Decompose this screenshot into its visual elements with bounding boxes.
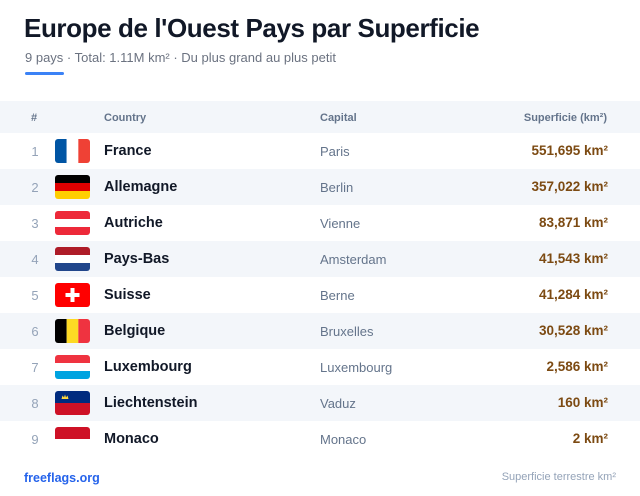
countries-table: # Country Capital Superficie (km²) 1 Fra…: [0, 101, 640, 457]
row-capital: Monaco: [320, 432, 367, 447]
table-row: 6 Belgique Bruxelles 30,528 km²: [0, 313, 640, 349]
column-header-area: Superficie (km²): [523, 112, 607, 124]
table-header-row: # Country Capital Superficie (km²): [0, 101, 640, 133]
column-header-country: Country: [104, 112, 147, 124]
row-capital: Bruxelles: [320, 324, 374, 339]
france-flag-icon: [55, 139, 90, 163]
row-capital: Berne: [320, 288, 355, 303]
page-header: Europe de l'Ouest Pays par Superficie 9 …: [0, 0, 640, 100]
row-rank: 1: [31, 144, 39, 159]
footer-note: Superficie terrestre km²: [501, 471, 616, 483]
row-area: 2,586 km²: [546, 359, 608, 374]
austria-flag-icon: [55, 211, 90, 235]
table-row: 1 France Paris 551,695 km²: [0, 133, 640, 169]
row-country: Monaco: [104, 431, 159, 447]
column-header-rank: #: [31, 112, 38, 124]
table-row: 8 Liechtenstein Vaduz 160 km²: [0, 385, 640, 421]
title-accent-bar: [25, 72, 64, 75]
page-title: Europe de l'Ouest Pays par Superficie: [24, 13, 480, 43]
row-rank: 7: [31, 360, 39, 375]
switzerland-flag-icon: [55, 283, 90, 307]
table-row: 9 Monaco Monaco 2 km²: [0, 421, 640, 457]
row-country: Suisse: [104, 287, 151, 303]
row-capital: Berlin: [320, 180, 354, 195]
row-area: 551,695 km²: [531, 143, 608, 158]
table-row: 7 Luxembourg Luxembourg 2,586 km²: [0, 349, 640, 385]
row-area: 160 km²: [557, 395, 608, 410]
row-rank: 3: [31, 216, 39, 231]
row-capital: Vienne: [320, 216, 361, 231]
row-area: 2 km²: [572, 431, 608, 446]
column-header-capital: Capital: [320, 112, 357, 124]
row-country: Belgique: [104, 323, 166, 339]
liechtenstein-flag-icon: [55, 391, 90, 415]
page-subtitle: 9 pays · Total: 1.11M km² · Du plus gran…: [25, 50, 336, 65]
row-capital: Paris: [320, 144, 350, 159]
row-country: Liechtenstein: [104, 395, 198, 411]
row-country: Allemagne: [104, 179, 178, 195]
row-area: 41,284 km²: [538, 287, 608, 302]
row-country: Autriche: [104, 215, 163, 231]
row-area: 41,543 km²: [538, 251, 608, 266]
source-link[interactable]: freeflags.org: [24, 471, 100, 485]
row-capital: Luxembourg: [320, 360, 393, 375]
table-row: 2 Allemagne Berlin 357,022 km²: [0, 169, 640, 205]
row-area: 357,022 km²: [531, 179, 608, 194]
page-footer: freeflags.org Superficie terrestre km²: [0, 456, 640, 496]
row-rank: 8: [31, 396, 39, 411]
table-row: 3 Autriche Vienne 83,871 km²: [0, 205, 640, 241]
row-area: 83,871 km²: [538, 215, 608, 230]
row-capital: Amsterdam: [320, 252, 387, 267]
row-rank: 6: [31, 324, 39, 339]
belgium-flag-icon: [55, 319, 90, 343]
row-country: Pays-Bas: [104, 251, 170, 267]
netherlands-flag-icon: [55, 247, 90, 271]
row-rank: 4: [31, 252, 39, 267]
table-row: 5 Suisse Berne 41,284 km²: [0, 277, 640, 313]
row-rank: 2: [31, 180, 39, 195]
row-rank: 5: [31, 288, 39, 303]
monaco-flag-icon: [55, 427, 90, 451]
table-row: 4 Pays-Bas Amsterdam 41,543 km²: [0, 241, 640, 277]
row-country: France: [104, 143, 152, 159]
row-area: 30,528 km²: [538, 323, 608, 338]
luxembourg-flag-icon: [55, 355, 90, 379]
germany-flag-icon: [55, 175, 90, 199]
row-capital: Vaduz: [320, 396, 356, 411]
row-country: Luxembourg: [104, 359, 192, 375]
row-rank: 9: [31, 432, 39, 447]
